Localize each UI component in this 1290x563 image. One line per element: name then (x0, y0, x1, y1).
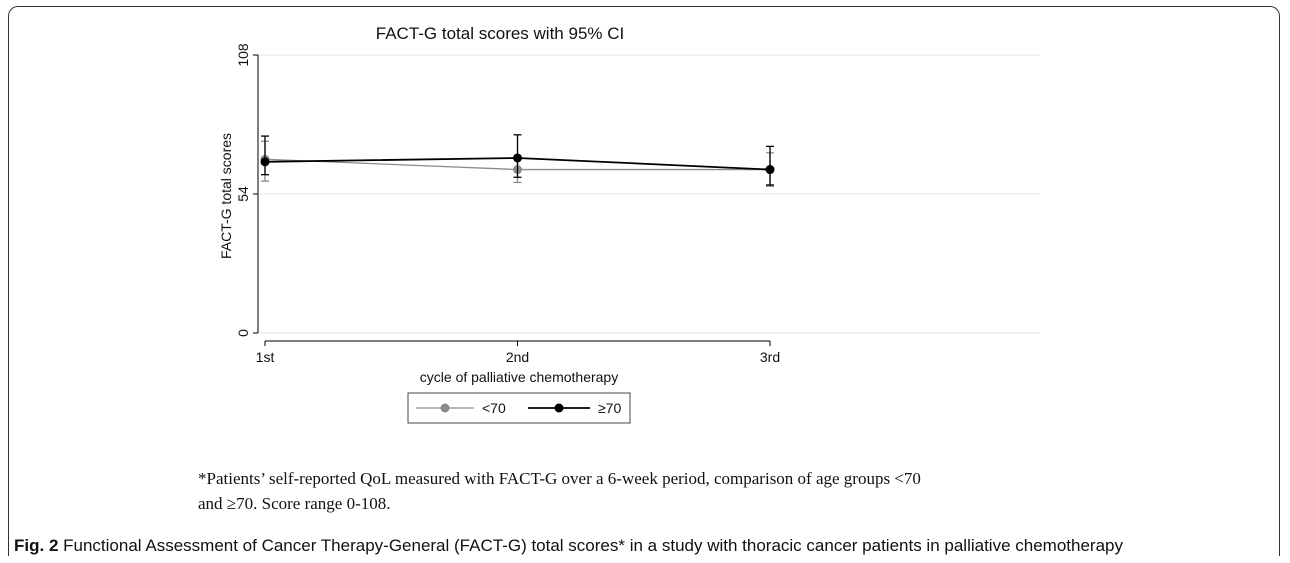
legend-label: <70 (482, 400, 506, 416)
y-axis-label: FACT-G total scores (218, 133, 234, 259)
footnote-line-2: and ≥70. Score range 0-108. (198, 494, 391, 513)
x-tick-label: 2nd (506, 349, 529, 365)
x-axis-label: cycle of palliative chemotherapy (420, 369, 618, 385)
legend: <70 ≥70 (407, 392, 631, 424)
y-tick-label: 0 (235, 329, 251, 337)
data-point (260, 157, 270, 167)
chart: FACT-G total scores with 95% CI FACT-G t… (218, 24, 1040, 424)
figure-label: Fig. 2 (14, 536, 59, 555)
x-tick-label: 1st (256, 349, 275, 365)
y-tick-label: 108 (235, 43, 251, 67)
figure-caption: Fig. 2 Functional Assessment of Cancer T… (14, 536, 1284, 556)
figure-caption-text: Functional Assessment of Cancer Therapy-… (63, 536, 1123, 555)
legend-marker (554, 403, 564, 413)
footnote: *Patients’ self-reported QoL measured wi… (198, 466, 1138, 516)
y-tick-label: 54 (235, 186, 251, 202)
legend-marker (440, 403, 450, 413)
series-over-70 (260, 134, 775, 186)
data-point (765, 165, 775, 175)
legend-label: ≥70 (598, 400, 621, 416)
plot-area: 0 54 108 1st 2nd 3rd (235, 43, 1040, 365)
x-tick-label: 3rd (760, 349, 780, 365)
chart-title: FACT-G total scores with 95% CI (376, 24, 624, 43)
data-point (513, 153, 522, 163)
footnote-line-1: *Patients’ self-reported QoL measured wi… (198, 469, 921, 488)
figure-frame (8, 6, 1280, 556)
